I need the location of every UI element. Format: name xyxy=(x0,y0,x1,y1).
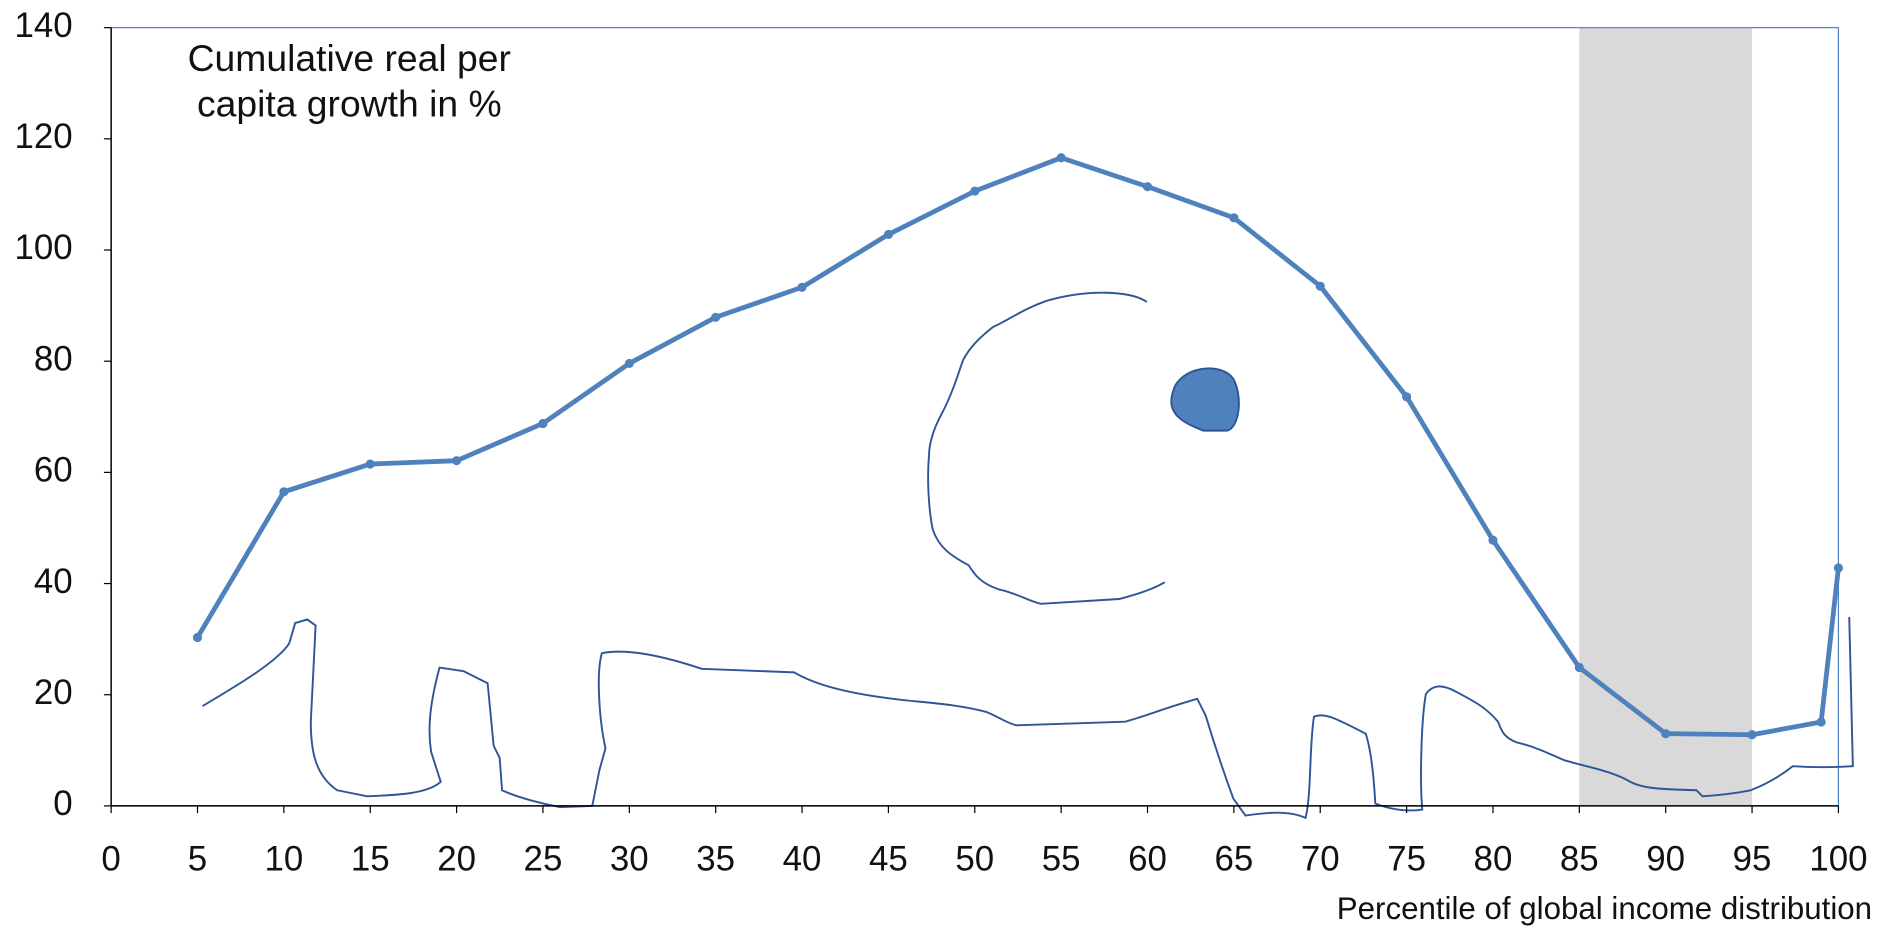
data-point xyxy=(1834,563,1843,572)
x-tick-label: 10 xyxy=(264,839,303,878)
data-point xyxy=(1316,282,1325,291)
x-axis-label: Percentile of global income distribution xyxy=(1337,891,1872,926)
chart: Cumulative real per capita growth in % P… xyxy=(0,0,1887,931)
y-tick-label: 0 xyxy=(53,784,72,823)
y-tick-label: 120 xyxy=(14,117,72,156)
x-tick-label: 20 xyxy=(437,839,476,878)
data-point xyxy=(1817,717,1826,726)
y-tick-label: 40 xyxy=(34,562,73,601)
data-point xyxy=(1488,536,1497,545)
x-tick-label: 80 xyxy=(1474,839,1513,878)
title-box: Cumulative real per capita growth in % xyxy=(145,36,554,144)
x-tick-label: 55 xyxy=(1042,839,1081,878)
page: Cumulative real per capita growth in % P… xyxy=(0,0,1887,936)
y-tick-label: 80 xyxy=(34,339,73,378)
data-point xyxy=(1661,729,1670,738)
x-tick-label: 50 xyxy=(955,839,994,878)
data-point xyxy=(193,633,202,642)
x-tick-label: 30 xyxy=(610,839,649,878)
data-point xyxy=(452,456,461,465)
y-tick-label: 20 xyxy=(34,673,73,712)
x-tick-label: 70 xyxy=(1301,839,1340,878)
data-point xyxy=(366,459,375,468)
x-tick-label: 0 xyxy=(101,839,120,878)
x-tick-label: 100 xyxy=(1809,839,1867,878)
x-tick-label: 65 xyxy=(1214,839,1253,878)
x-tick-label: 90 xyxy=(1646,839,1685,878)
x-tick-label: 85 xyxy=(1560,839,1599,878)
data-point xyxy=(279,487,288,496)
data-point xyxy=(970,187,979,196)
data-point xyxy=(884,230,893,239)
chart-title: Cumulative real per capita growth in % xyxy=(145,36,554,127)
data-point xyxy=(1057,153,1066,162)
data-point xyxy=(797,283,806,292)
x-tick-label: 95 xyxy=(1733,839,1772,878)
data-point xyxy=(1747,730,1756,739)
data-point xyxy=(625,359,634,368)
x-tick-label: 35 xyxy=(696,839,735,878)
x-tick-label: 5 xyxy=(188,839,207,878)
x-tick-label: 45 xyxy=(869,839,908,878)
data-point xyxy=(1402,392,1411,401)
data-point xyxy=(538,419,547,428)
x-tick-label: 60 xyxy=(1128,839,1167,878)
y-tick-label: 60 xyxy=(34,451,73,490)
y-tick-label: 100 xyxy=(14,228,72,267)
y-tick-label: 140 xyxy=(14,6,72,45)
x-tick-label: 15 xyxy=(351,839,390,878)
data-point xyxy=(1143,182,1152,191)
data-point xyxy=(711,313,720,322)
data-point xyxy=(1229,213,1238,222)
x-tick-label: 25 xyxy=(524,839,563,878)
x-tick-label: 75 xyxy=(1387,839,1426,878)
x-tick-label: 40 xyxy=(783,839,822,878)
data-point xyxy=(1575,663,1584,672)
